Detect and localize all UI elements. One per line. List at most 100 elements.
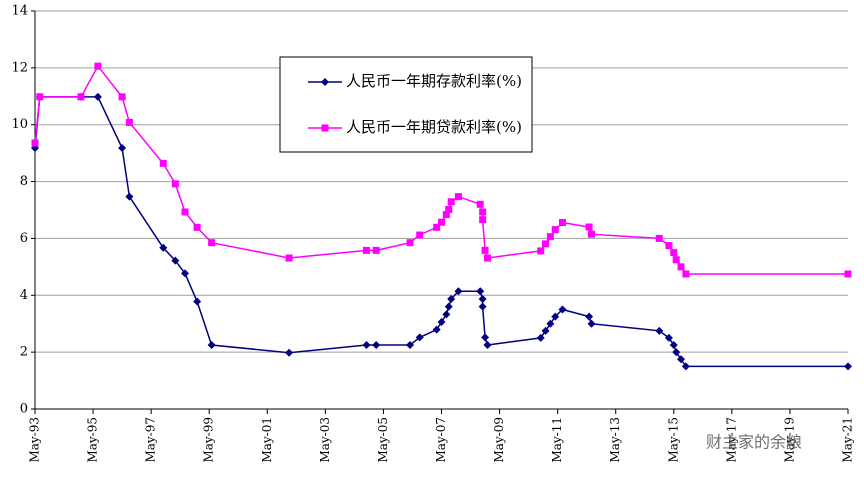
marker	[444, 302, 453, 311]
marker	[118, 93, 126, 101]
marker	[362, 246, 370, 254]
x-tick-label: May-95	[86, 417, 100, 463]
x-tick-label: May-93	[28, 417, 42, 463]
x-tick-label: May-05	[376, 417, 390, 463]
marker	[94, 62, 102, 70]
marker	[442, 310, 451, 319]
marker	[669, 341, 678, 350]
marker	[447, 198, 455, 206]
y-tick-label: 2	[20, 345, 28, 360]
marker	[437, 318, 446, 327]
marker	[31, 139, 39, 147]
marker	[454, 287, 463, 296]
marker	[285, 348, 294, 357]
marker	[481, 333, 490, 342]
marker	[541, 326, 550, 335]
x-tick-label: May-19	[782, 417, 796, 463]
marker	[181, 269, 190, 278]
marker	[672, 256, 680, 264]
marker	[483, 254, 491, 262]
marker	[438, 218, 445, 226]
marker	[207, 341, 216, 350]
marker	[372, 246, 380, 254]
marker	[481, 246, 489, 254]
marker	[406, 341, 415, 350]
marker	[670, 249, 678, 257]
marker	[588, 230, 596, 238]
x-tick-label: May-11	[550, 417, 564, 463]
marker	[193, 223, 201, 231]
marker	[372, 341, 381, 350]
marker	[536, 333, 545, 342]
marker	[483, 341, 492, 350]
marker	[285, 254, 293, 262]
marker	[77, 93, 85, 101]
marker	[193, 297, 202, 306]
marker	[681, 362, 690, 371]
marker	[454, 193, 462, 201]
marker	[478, 302, 487, 311]
marker	[558, 219, 566, 227]
marker	[442, 211, 450, 219]
marker	[479, 216, 487, 224]
y-tick-label: 10	[11, 117, 28, 132]
y-tick-label: 0	[20, 402, 28, 417]
legend-box	[279, 56, 533, 153]
marker	[537, 247, 545, 255]
marker	[362, 341, 371, 350]
marker	[478, 294, 487, 303]
y-tick-label: 6	[20, 231, 28, 246]
marker	[171, 256, 180, 265]
watermark: 财主家的余粮	[706, 433, 802, 452]
marker	[664, 333, 673, 342]
x-tick-label: May-17	[724, 417, 738, 463]
x-tick-label: May-99	[202, 417, 216, 463]
marker	[585, 312, 594, 321]
x-tick-label: May-21	[841, 417, 855, 463]
marker	[655, 326, 664, 335]
marker	[118, 144, 127, 153]
marker	[585, 223, 593, 231]
marker	[587, 319, 596, 328]
marker	[476, 200, 484, 208]
marker	[546, 319, 555, 328]
marker	[677, 355, 686, 364]
marker	[171, 180, 179, 188]
x-tick-label: May-09	[492, 417, 506, 463]
marker	[321, 78, 329, 86]
marker	[181, 208, 189, 216]
marker	[432, 325, 441, 334]
x-tick-label: May-13	[608, 417, 622, 463]
legend-label: 人民币一年期贷款利率(%)	[346, 118, 522, 136]
marker	[476, 287, 485, 296]
x-tick-label: May-03	[318, 417, 332, 463]
x-tick-label: May-15	[666, 417, 680, 463]
marker	[546, 233, 554, 241]
marker	[208, 239, 216, 247]
marker	[433, 223, 441, 231]
x-tick-label: May-07	[434, 417, 448, 463]
marker	[844, 270, 852, 278]
marker	[321, 124, 329, 132]
marker	[125, 118, 133, 126]
marker	[159, 159, 167, 167]
marker	[677, 263, 685, 271]
marker	[93, 92, 102, 101]
y-tick-label: 12	[11, 60, 28, 75]
y-tick-label: 14	[11, 4, 28, 19]
marker	[447, 294, 456, 303]
marker	[479, 208, 487, 216]
marker	[125, 192, 134, 201]
marker	[415, 333, 424, 342]
marker	[655, 234, 663, 242]
marker	[159, 243, 168, 252]
marker	[551, 312, 560, 321]
x-tick-label: May-01	[260, 417, 274, 463]
marker	[844, 362, 852, 371]
marker	[542, 240, 550, 248]
marker	[665, 242, 673, 250]
marker	[551, 226, 559, 234]
marker	[445, 205, 453, 213]
marker	[672, 348, 681, 357]
